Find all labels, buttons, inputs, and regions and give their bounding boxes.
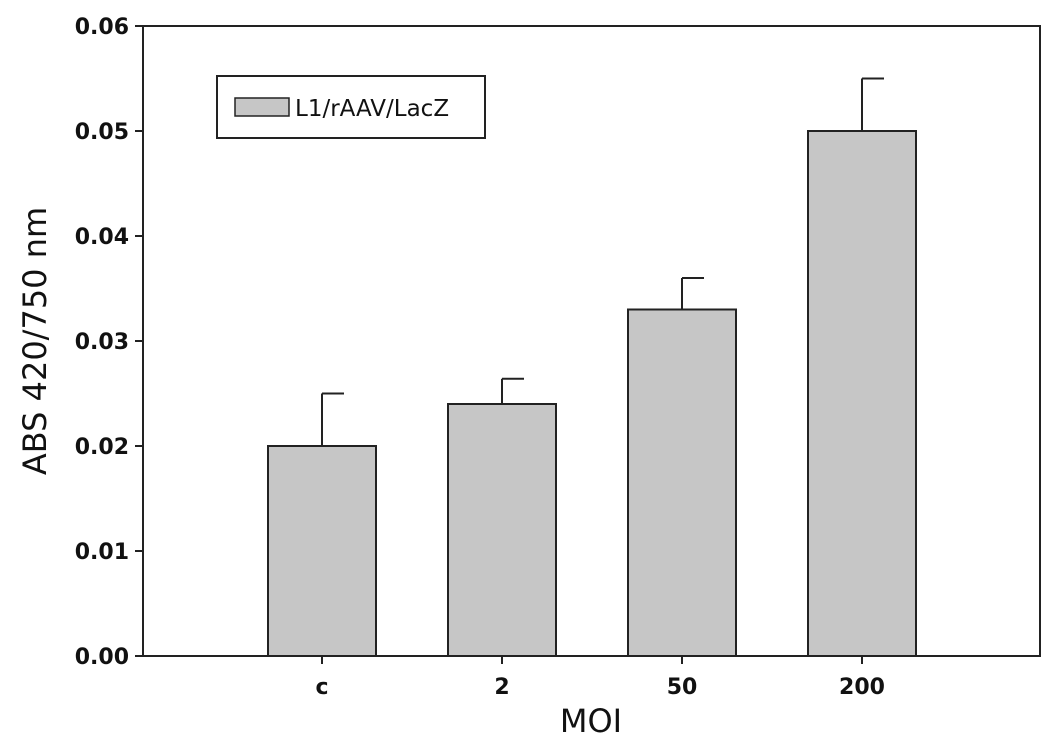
bar (807, 130, 917, 657)
x-tick-label: 50 (667, 675, 698, 700)
y-tick-label: 0.01 (75, 540, 129, 565)
y-tick-label: 0.00 (75, 645, 129, 670)
bar (627, 308, 737, 657)
y-axis: 0.00 0.01 0.02 0.03 0.04 0.05 0.06 (75, 15, 143, 670)
legend-label: L1/rAAV/LacZ (295, 96, 449, 122)
legend-swatch (234, 97, 290, 117)
x-axis: c 2 50 200 (315, 656, 885, 700)
y-axis-title: ABS 420/750 nm (16, 207, 54, 475)
x-tick-label: 2 (494, 675, 509, 700)
x-axis-title: MOI (560, 702, 622, 740)
bar-series (267, 77, 917, 657)
y-tick-label: 0.06 (75, 15, 129, 40)
y-tick-label: 0.03 (75, 330, 129, 355)
bar (447, 403, 557, 657)
x-tick-label: c (315, 675, 328, 700)
y-tick-label: 0.02 (75, 435, 129, 460)
y-tick-label: 0.04 (75, 225, 129, 250)
legend: L1/rAAV/LacZ (216, 75, 486, 139)
bar (267, 445, 377, 657)
x-tick-label: 200 (839, 675, 885, 700)
y-tick-label: 0.05 (75, 120, 129, 145)
